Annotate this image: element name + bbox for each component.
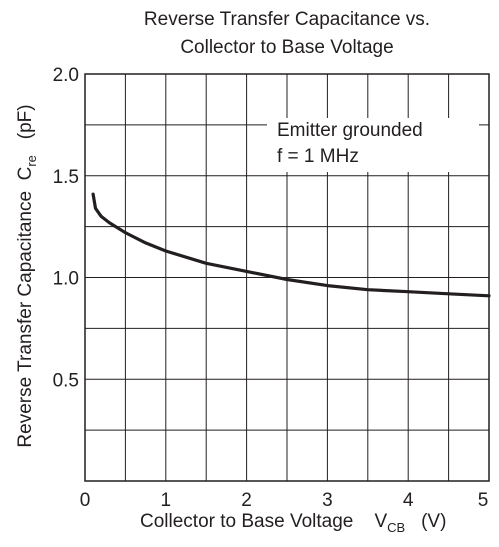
x-tick-label: 3 bbox=[322, 490, 333, 511]
y-axis-symbol: Cre bbox=[15, 155, 39, 181]
x-tick-label: 1 bbox=[161, 490, 172, 511]
x-tick-label: 5 bbox=[478, 490, 489, 511]
y-axis-label: Reverse Transfer Capacitance Cre (pF) bbox=[15, 104, 39, 447]
x-tick-label: 0 bbox=[80, 490, 91, 511]
plot-frame bbox=[84, 73, 490, 482]
x-axis-label-text: Collector to Base Voltage bbox=[140, 511, 354, 532]
x-axis-symbol: VCB bbox=[374, 511, 406, 535]
tick-labels: 0 1 2 3 4 5 0.5 1.0 1.5 2.0 bbox=[53, 65, 489, 511]
y-axis-unit: (pF) bbox=[15, 104, 37, 140]
x-axis-unit: (V) bbox=[421, 511, 447, 532]
chart-title-line-1: Reverse Transfer Capacitance vs. bbox=[143, 9, 431, 30]
x-axis-label: Collector to Base Voltage VCB (V) bbox=[140, 511, 446, 535]
y-tick-label: 1.5 bbox=[53, 167, 79, 188]
annotation-line-2: f = 1 MHz bbox=[277, 146, 359, 167]
y-tick-label: 1.0 bbox=[53, 269, 79, 290]
annotation-line-1: Emitter grounded bbox=[277, 120, 423, 141]
condition-annotation: Emitter grounded f = 1 MHz bbox=[267, 118, 479, 172]
y-tick-label: 2.0 bbox=[53, 65, 79, 86]
x-tick-label: 2 bbox=[241, 490, 252, 511]
x-tick-label: 4 bbox=[403, 490, 414, 511]
chart-title-line-2: Collector to Base Voltage bbox=[180, 37, 394, 58]
y-axis-label-text: Reverse Transfer Capacitance bbox=[15, 190, 37, 448]
capacitance-curve bbox=[91, 192, 491, 298]
y-tick-label: 0.5 bbox=[53, 370, 79, 391]
